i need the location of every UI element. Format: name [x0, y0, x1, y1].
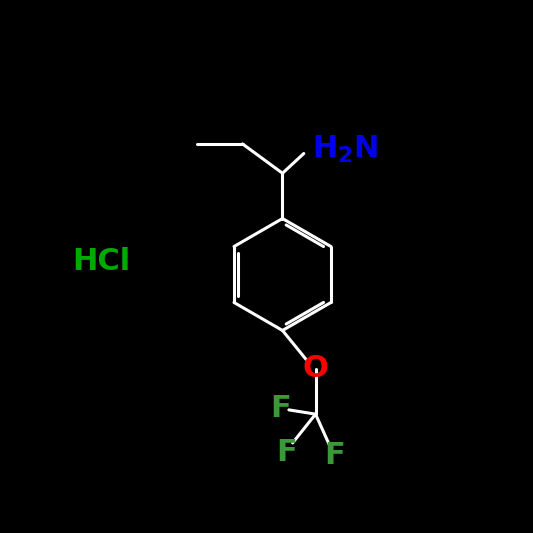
Text: F: F: [324, 441, 344, 470]
Text: O: O: [303, 354, 328, 383]
Text: HCl: HCl: [72, 247, 130, 276]
Text: F: F: [276, 438, 296, 467]
Text: F: F: [271, 394, 291, 423]
Text: $\mathregular{H_2N}$: $\mathregular{H_2N}$: [312, 134, 378, 165]
